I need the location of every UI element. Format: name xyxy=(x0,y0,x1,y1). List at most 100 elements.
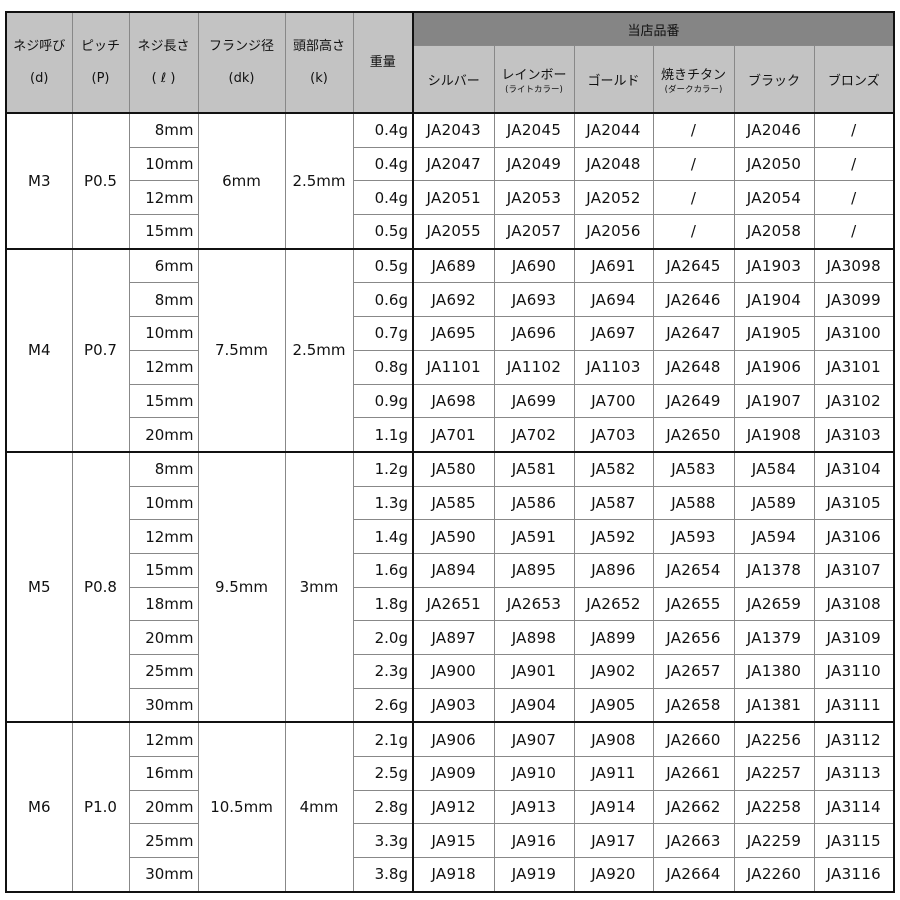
part-number: JA2659 xyxy=(733,586,815,622)
table-row: 8mm 0.6g JA692 JA693 JA694 JA2646 JA1904 JA3099 xyxy=(6,282,895,318)
part-number: JA3098 xyxy=(813,247,895,284)
screw-size: M6 xyxy=(5,721,73,893)
table-row: M5 P0.8 8mm 9.5mm 3mm 1.2g JA580 JA581 JA582 JA58… xyxy=(5,450,895,723)
part-number: JA2259 xyxy=(733,823,815,859)
part-number: / xyxy=(652,111,735,148)
color-header-3: 焼きチタン (ダークカラー) xyxy=(652,45,735,114)
screw-weight: 2.1g xyxy=(352,721,414,758)
screw-size: M5 xyxy=(5,450,73,723)
part-number: JA894 xyxy=(412,552,495,588)
color-header-note: (ライトカラー) xyxy=(505,84,563,95)
part-number: / xyxy=(813,111,895,148)
part-number: JA2656 xyxy=(652,620,735,655)
screw-weight: 0.4g xyxy=(352,180,414,216)
screw-weight: 2.3g xyxy=(352,654,414,689)
part-number: JA2057 xyxy=(493,214,575,250)
part-number: JA3112 xyxy=(813,721,895,758)
screw-length: 10mm xyxy=(128,316,199,351)
part-number-group-header: 当店品番 xyxy=(412,11,895,46)
screw-length: 15mm xyxy=(128,383,199,419)
part-number: JA2646 xyxy=(652,282,735,318)
part-number: JA901 xyxy=(493,654,575,689)
part-number: JA3100 xyxy=(813,316,895,351)
color-header-label: ブラック xyxy=(747,73,800,89)
part-number: JA3116 xyxy=(813,857,895,893)
part-number: JA2650 xyxy=(652,417,735,453)
part-number: JA593 xyxy=(652,519,735,554)
part-number: JA2051 xyxy=(412,180,495,216)
column-header-0: ネジ呼び (d) xyxy=(5,11,73,114)
part-number: JA2256 xyxy=(733,721,815,758)
part-number: JA2049 xyxy=(493,146,575,182)
part-number: / xyxy=(652,146,735,182)
part-number: JA698 xyxy=(412,383,495,419)
column-header-symbol: (dk) xyxy=(228,70,255,86)
screw-length: 8mm xyxy=(128,282,199,318)
color-header-label: レインボー xyxy=(501,67,567,83)
part-number: JA905 xyxy=(573,687,654,723)
part-number: JA587 xyxy=(573,485,654,521)
column-header-symbol: ( ℓ ) xyxy=(151,70,176,86)
column-header-label: 頭部高さ xyxy=(292,38,345,54)
color-header-label: ブロンズ xyxy=(827,73,880,89)
part-number: JA899 xyxy=(573,620,654,655)
table-row: 20mm 2.0g JA897 JA898 JA899 JA2656 JA1379 JA310… xyxy=(6,620,895,655)
part-number: / xyxy=(652,214,735,250)
part-number: JA2651 xyxy=(412,586,495,622)
part-number: JA1903 xyxy=(733,247,815,284)
screw-length: 30mm xyxy=(128,857,199,893)
part-number: JA2660 xyxy=(652,721,735,758)
part-number: JA693 xyxy=(493,282,575,318)
color-header-label: シルバー xyxy=(427,73,480,89)
part-number: JA915 xyxy=(412,823,495,859)
table-row: 12mm 1.4g JA590 JA591 JA592 JA593 JA594 JA3106 xyxy=(6,519,895,554)
screw-length: 8mm xyxy=(128,450,199,487)
table-row: M4 P0.7 6mm 7.5mm 2.5mm 0.5g JA689 JA690 JA691 JA… xyxy=(5,247,895,453)
screw-length: 6mm xyxy=(128,247,199,284)
part-number: JA2658 xyxy=(652,687,735,723)
part-number: JA2050 xyxy=(733,146,815,182)
part-number: JA3103 xyxy=(813,417,895,453)
color-header-note: (ダークカラー) xyxy=(664,84,723,95)
screw-weight: 2.0g xyxy=(352,620,414,655)
part-number: JA1381 xyxy=(733,687,815,723)
part-number: JA2046 xyxy=(733,111,815,148)
part-number: JA920 xyxy=(573,857,654,893)
part-number: JA2655 xyxy=(652,586,735,622)
part-number: JA702 xyxy=(493,417,575,453)
part-number: JA588 xyxy=(652,485,735,521)
part-number: JA2657 xyxy=(652,654,735,689)
part-number: JA3105 xyxy=(813,485,895,521)
screw-length: 8mm xyxy=(128,111,199,148)
screw-weight: 0.5g xyxy=(352,247,414,284)
screw-pitch: P1.0 xyxy=(71,721,130,893)
screw-weight: 0.7g xyxy=(352,316,414,351)
screw-length: 16mm xyxy=(128,756,199,791)
table-row: 25mm 3.3g JA915 JA916 JA917 JA2663 JA2259 JA311… xyxy=(6,823,895,859)
part-number: JA2654 xyxy=(652,552,735,588)
part-number: JA904 xyxy=(493,687,575,723)
column-header-label: ピッチ xyxy=(80,38,120,54)
part-number: JA917 xyxy=(573,823,654,859)
screw-weight: 2.6g xyxy=(352,687,414,723)
table-row: 15mm 0.5g JA2055 JA2057 JA2056/JA2058/ xyxy=(6,214,895,250)
part-number: JA580 xyxy=(412,450,495,487)
screw-size: M3 xyxy=(5,112,73,250)
part-number: JA916 xyxy=(493,823,575,859)
screw-dk: 9.5mm xyxy=(197,450,286,723)
screw-length: 20mm xyxy=(128,417,199,453)
part-number: JA1378 xyxy=(733,552,815,588)
table-row: 20mm 2.8g JA912 JA913 JA914 JA2662 JA2258 JA311… xyxy=(6,789,895,825)
color-header-4: ブラック xyxy=(733,45,815,114)
column-header-2: ネジ長さ ( ℓ ) xyxy=(128,11,199,114)
column-header-label: ネジ長さ xyxy=(137,38,190,54)
screw-length: 15mm xyxy=(128,552,199,588)
part-number: JA3115 xyxy=(813,823,895,859)
screw-weight: 3.8g xyxy=(352,857,414,893)
screw-k: 3mm xyxy=(284,450,354,723)
screw-length: 12mm xyxy=(128,349,199,385)
part-number: JA703 xyxy=(573,417,654,453)
screw-size: M4 xyxy=(5,247,73,453)
color-header-label: 焼きチタン xyxy=(660,67,726,83)
part-number: JA1380 xyxy=(733,654,815,689)
